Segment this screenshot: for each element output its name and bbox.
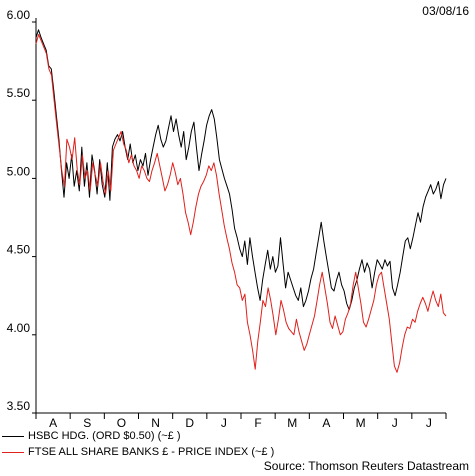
x-tick-label: F	[254, 416, 261, 430]
y-tick-label: 4.00	[7, 321, 31, 335]
source-note: Source: Thomson Reuters Datastream	[263, 459, 469, 473]
legend-swatch-hsbc	[2, 435, 24, 437]
date-label: 03/08/16	[422, 4, 469, 18]
x-tick-label: N	[151, 416, 160, 430]
y-axis: 3.50 4.00 4.50 5.00 5.50 6.00	[7, 8, 36, 414]
x-tick-label: A	[49, 416, 57, 430]
x-tick-label: A	[322, 416, 330, 430]
y-tick-label: 6.00	[7, 8, 31, 22]
y-tick-label: 3.50	[7, 399, 31, 413]
plot-area	[35, 29, 447, 373]
legend-swatch-ftse-banks	[2, 451, 24, 453]
y-tick-label: 5.50	[7, 86, 31, 100]
y-tick-label: 4.50	[7, 243, 31, 257]
x-tick-label: M	[356, 416, 366, 430]
legend-label-ftse-banks: FTSE ALL SHARE BANKS £ - PRICE INDEX (~£…	[28, 446, 275, 458]
series-line-ftse-banks	[35, 34, 447, 373]
chart-axes	[35, 18, 446, 414]
x-tick-label: J	[221, 416, 227, 430]
legend-item-ftse-banks: FTSE ALL SHARE BANKS £ - PRICE INDEX (~£…	[2, 446, 274, 458]
x-tick-label: M	[287, 416, 297, 430]
x-tick-label: J	[426, 416, 432, 430]
x-tick-label: S	[83, 416, 91, 430]
x-tick-label: O	[117, 416, 126, 430]
y-tick-label: 5.00	[7, 164, 31, 178]
x-tick-label: J	[392, 416, 398, 430]
series-line-hsbc	[35, 29, 447, 311]
legend-label-hsbc: HSBC HDG. (ORD $0.50) (~£ )	[28, 430, 181, 442]
legend-item-hsbc: HSBC HDG. (ORD $0.50) (~£ )	[2, 430, 181, 442]
x-tick-label: D	[185, 416, 194, 430]
